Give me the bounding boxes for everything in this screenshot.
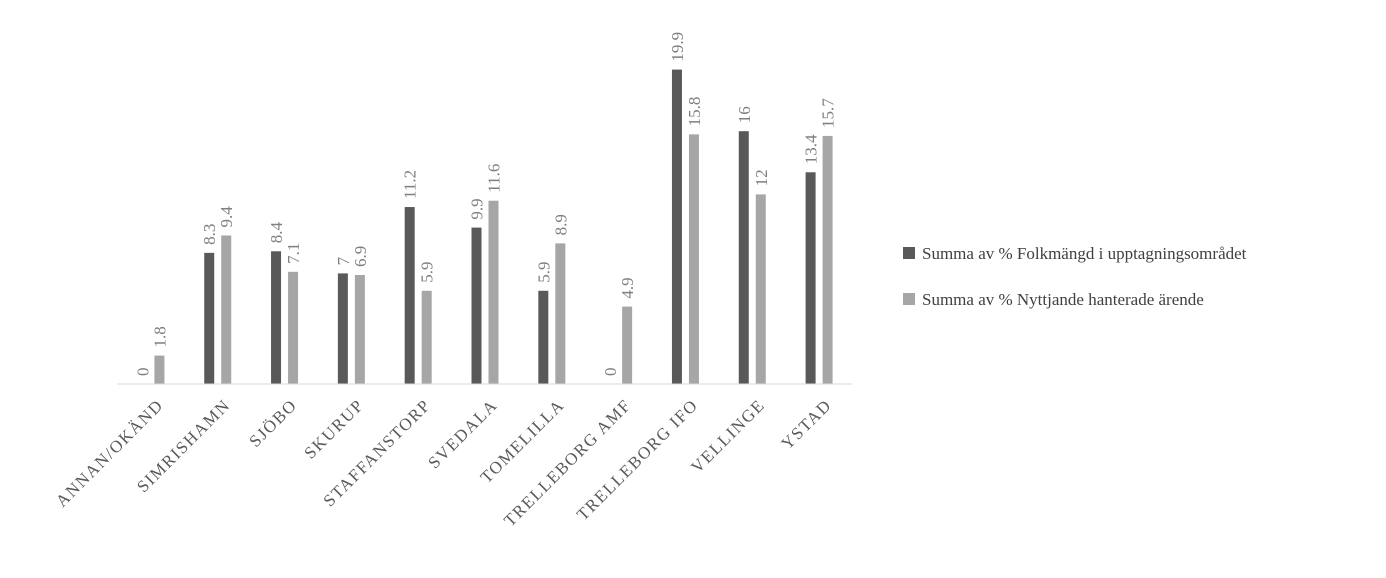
legend: Summa av % Folkmängd i upptagningsområde…: [903, 244, 1247, 309]
bar-folkmangd-3: [337, 273, 348, 384]
bar-folkmangd-6: [538, 290, 549, 384]
data-label-nyttjande-6: 8.9: [551, 214, 570, 235]
data-label-nyttjande-3: 6.9: [351, 246, 370, 267]
category-label-0: ANNAN/OKÄND: [52, 395, 167, 510]
plot-area: 0 1.8 8.39.4 8.47.1 76.9 11.2 5.9 9.9 11.6 5.9 8.9…: [133, 32, 838, 384]
category-label-7: TRELLEBORG AMF: [500, 395, 635, 530]
data-label-nyttjande-7: 4.9: [618, 277, 637, 298]
data-label-folkmangd-0: 0: [133, 368, 152, 377]
bar-folkmangd-2: [271, 251, 282, 384]
bar-nyttjande-8: [688, 134, 699, 384]
data-label-folkmangd-9: 16: [735, 106, 754, 123]
bar-nyttjande-4: [421, 290, 432, 384]
bar-nyttjande-2: [288, 271, 299, 384]
data-label-nyttjande-10: 15.7: [819, 98, 838, 128]
category-label-10: YSTAD: [778, 395, 836, 453]
data-label-folkmangd-10: 13.4: [802, 134, 821, 164]
data-label-nyttjande-4: 5.9: [418, 262, 437, 283]
category-label-2: SJÖBO: [245, 395, 300, 450]
data-label-nyttjande-1: 9.4: [217, 206, 236, 228]
bar-folkmangd-10: [805, 172, 816, 384]
bar-nyttjande-9: [755, 194, 766, 384]
bar-folkmangd-8: [671, 69, 682, 384]
bar-folkmangd-4: [404, 207, 415, 384]
bar-folkmangd-5: [471, 227, 482, 384]
bar-folkmangd-9: [738, 131, 749, 384]
legend-label-0: Summa av % Folkmängd i upptagningsområde…: [922, 244, 1247, 263]
bar-nyttjande-3: [354, 274, 365, 384]
bar-nyttjande-7: [622, 306, 633, 384]
data-label-folkmangd-3: 7: [334, 256, 353, 265]
data-label-folkmangd-6: 5.9: [534, 262, 553, 283]
data-label-folkmangd-1: 8.3: [200, 224, 219, 245]
data-label-nyttjande-9: 12: [752, 169, 771, 186]
bar-nyttjande-10: [822, 135, 833, 384]
bar-nyttjande-5: [488, 200, 499, 384]
bar-folkmangd-1: [204, 252, 215, 384]
bar-nyttjande-0: [154, 355, 165, 384]
data-label-folkmangd-4: 11.2: [401, 170, 420, 199]
data-label-nyttjande-0: 1.8: [150, 326, 169, 347]
legend-swatch-0: [903, 247, 915, 259]
data-label-nyttjande-2: 7.1: [284, 243, 303, 264]
legend-swatch-1: [903, 293, 915, 305]
data-label-nyttjande-5: 11.6: [485, 164, 504, 193]
data-label-folkmangd-7: 0: [601, 368, 620, 377]
data-label-folkmangd-5: 9.9: [468, 198, 487, 219]
data-label-nyttjande-8: 15.8: [685, 97, 704, 127]
bar-nyttjande-6: [555, 243, 566, 384]
category-label-3: SKURUP: [300, 395, 367, 462]
bar-nyttjande-1: [221, 235, 232, 384]
data-label-folkmangd-2: 8.4: [267, 222, 286, 244]
category-label-8: TRELLEBORG IFO: [573, 395, 702, 524]
legend-label-1: Summa av % Nyttjande hanterade ärende: [922, 290, 1204, 309]
data-label-folkmangd-8: 19.9: [668, 32, 687, 62]
